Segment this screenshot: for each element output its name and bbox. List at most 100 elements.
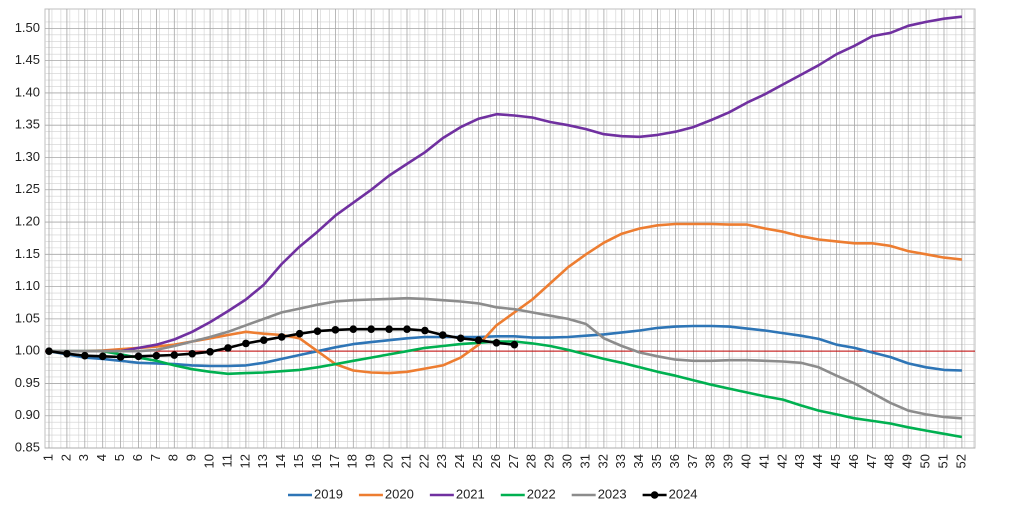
y-tick-label: 1.25 xyxy=(15,181,40,196)
x-tick-label: 21 xyxy=(398,454,413,468)
y-tick-label: 0.95 xyxy=(15,375,40,390)
x-tick-label: 24 xyxy=(452,454,467,468)
x-tick-label: 39 xyxy=(721,454,736,468)
x-tick-label: 44 xyxy=(810,454,825,468)
legend-label: 2024 xyxy=(669,486,698,501)
x-tick-label: 35 xyxy=(649,454,664,468)
point xyxy=(295,329,304,338)
x-tick-label: 20 xyxy=(381,454,396,468)
x-tick-label: 48 xyxy=(882,454,897,468)
x-tick-label: 52 xyxy=(953,454,968,468)
point xyxy=(474,336,483,344)
point xyxy=(170,351,179,359)
line-series xyxy=(49,296,962,420)
point xyxy=(188,349,196,358)
x-tick-label: 49 xyxy=(900,454,915,468)
x-tick-label: 26 xyxy=(488,454,503,468)
x-tick-label: 6 xyxy=(130,454,145,461)
y-tick-label: 1.50 xyxy=(15,20,40,35)
y-tick-label: 1.05 xyxy=(15,310,40,325)
y-tick-label: 1.40 xyxy=(15,84,40,99)
x-tick-label: 17 xyxy=(327,454,342,468)
point xyxy=(242,339,250,348)
x-tick-label: 11 xyxy=(219,454,234,468)
legend-label: 2020 xyxy=(385,486,414,501)
x-tick-label: 47 xyxy=(864,454,879,468)
x-tick-label: 40 xyxy=(739,454,754,468)
point xyxy=(81,351,89,360)
line-series xyxy=(49,15,963,353)
point xyxy=(134,352,143,361)
x-tick-label: 7 xyxy=(148,454,163,461)
x-tick-label: 16 xyxy=(309,454,324,468)
point xyxy=(456,334,465,343)
x-tick-label: 14 xyxy=(273,454,288,468)
point xyxy=(45,347,53,355)
point xyxy=(349,325,358,334)
line-series xyxy=(49,340,963,439)
point xyxy=(277,333,286,341)
x-tick-label: 46 xyxy=(846,454,861,468)
x-tick-label: 37 xyxy=(685,454,700,468)
point xyxy=(421,326,429,335)
x-tick-label: 18 xyxy=(345,454,360,468)
y-tick-label: 1.20 xyxy=(15,213,40,228)
x-tick-label: 1 xyxy=(40,454,55,461)
point xyxy=(152,351,161,360)
x-tick-label: 19 xyxy=(363,454,378,468)
x-tick-label: 34 xyxy=(631,454,646,468)
point xyxy=(98,352,107,361)
x-tick-label: 23 xyxy=(434,454,449,468)
y-tick-label: 1.00 xyxy=(15,343,40,358)
x-tick-label: 9 xyxy=(184,454,199,461)
x-tick-label: 8 xyxy=(166,454,181,461)
x-tick-label: 13 xyxy=(255,454,270,468)
y-tick-label: 1.45 xyxy=(15,52,40,67)
legend-label: 2023 xyxy=(598,486,627,501)
y-tick-label: 1.35 xyxy=(15,117,40,132)
point xyxy=(331,326,340,334)
x-tick-label: 29 xyxy=(542,454,557,468)
line-series xyxy=(48,324,962,372)
point xyxy=(403,325,411,334)
x-tick-label: 4 xyxy=(94,454,109,461)
point xyxy=(492,338,501,347)
x-tick-label: 31 xyxy=(577,454,592,468)
point xyxy=(313,327,322,335)
x-tick-label: 2 xyxy=(58,454,73,461)
point xyxy=(116,353,125,361)
point xyxy=(510,340,519,349)
x-tick-label: 12 xyxy=(237,454,252,468)
legend: 2019 2020 2021 2022 2023 2024 xyxy=(288,486,698,501)
point xyxy=(224,344,232,352)
y-tick-label: 0.85 xyxy=(15,439,40,454)
point xyxy=(206,348,214,356)
x-tick-label: 27 xyxy=(506,454,521,468)
y-tick-label: 1.10 xyxy=(15,278,40,293)
x-tick-label: 43 xyxy=(792,454,807,468)
legend-label: 2022 xyxy=(527,486,556,501)
x-tick-label: 33 xyxy=(613,454,628,468)
x-tick-label: 50 xyxy=(918,454,933,468)
x-tick-label: 32 xyxy=(595,454,610,468)
x-tick-label: 38 xyxy=(703,454,718,468)
x-tick-label: 25 xyxy=(470,454,485,468)
y-tick-label: 1.15 xyxy=(15,246,40,261)
point xyxy=(439,331,447,339)
point xyxy=(63,349,71,358)
x-tick-label: 42 xyxy=(774,454,789,468)
y-tick-label: 1.30 xyxy=(15,149,40,164)
x-tick-label: 41 xyxy=(756,454,771,468)
x-tick-label: 30 xyxy=(560,454,575,468)
x-tick-label: 36 xyxy=(667,454,682,468)
point xyxy=(260,336,268,344)
point xyxy=(367,325,376,334)
legend-label: 2021 xyxy=(456,486,485,501)
x-tick-label: 3 xyxy=(76,454,91,461)
x-tick-label: 15 xyxy=(291,454,306,468)
y-tick-label: 0.90 xyxy=(15,407,40,422)
x-tick-label: 28 xyxy=(524,454,539,468)
legend-label: 2019 xyxy=(314,486,343,501)
x-tick-label: 22 xyxy=(416,454,431,468)
